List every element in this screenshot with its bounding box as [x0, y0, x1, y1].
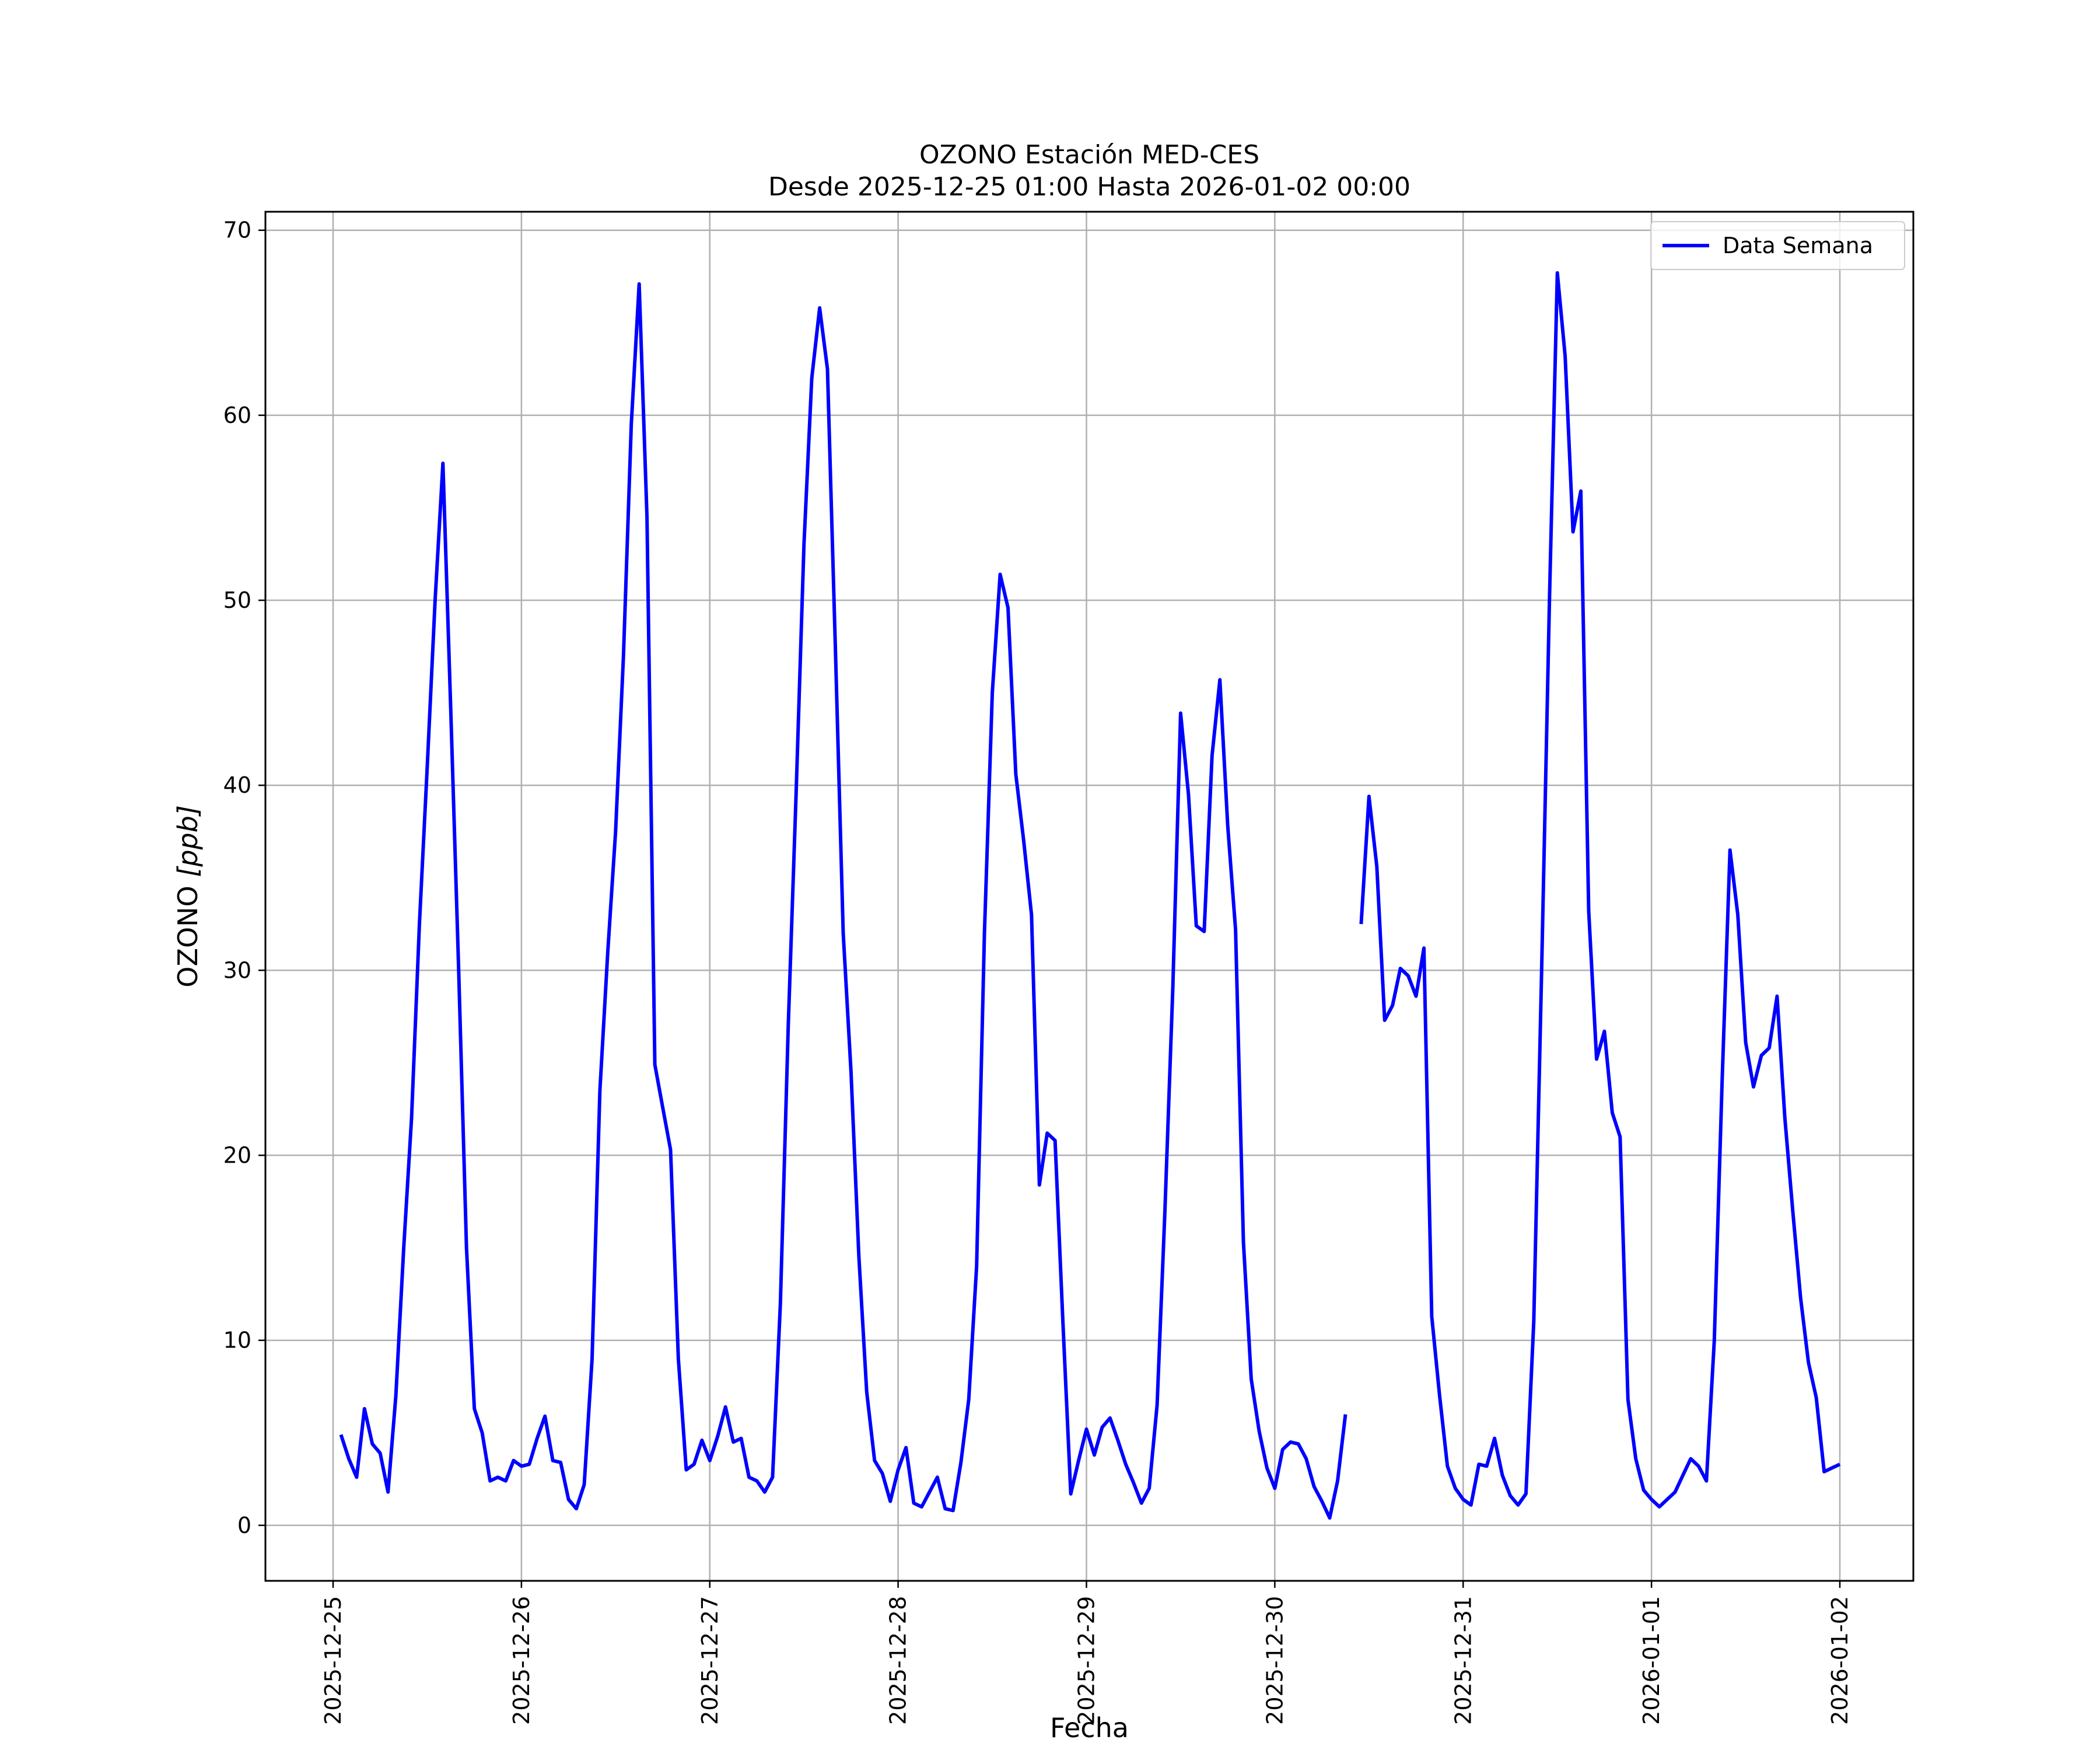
y-axis-label-unit: [ppb]	[172, 805, 204, 877]
y-tick-label: 50	[223, 587, 251, 613]
x-tick-label: 2025-12-26	[509, 1596, 534, 1725]
x-tick-label: 2025-12-31	[1450, 1596, 1476, 1725]
series-line	[1359, 271, 1841, 1509]
x-tick-label: 2025-12-30	[1262, 1596, 1287, 1725]
x-tick-label: 2026-01-01	[1639, 1596, 1664, 1725]
y-tick-label: 0	[237, 1513, 251, 1538]
legend-label: Data Semana	[1723, 233, 1873, 258]
grid	[265, 212, 1913, 1581]
legend: Data Semana	[1650, 221, 1905, 270]
chart-subtitle: Desde 2025-12-25 01:00 Hasta 2026-01-02 …	[768, 172, 1410, 202]
series-line	[339, 282, 1348, 1520]
chart-title: OZONO Estación MED-CES	[919, 140, 1259, 170]
y-tick-label: 60	[223, 402, 251, 428]
y-tick-label: 30	[223, 957, 251, 983]
y-axis-label-main: OZONO	[172, 877, 204, 988]
x-tick-label: 2025-12-25	[320, 1596, 346, 1725]
y-tick-label: 70	[223, 218, 251, 243]
x-tick-label: 2026-01-02	[1827, 1596, 1853, 1725]
x-axis-label: Fecha	[1050, 1712, 1129, 1744]
y-tick-label: 10	[223, 1328, 251, 1353]
x-tick-label: 2025-12-27	[697, 1596, 723, 1725]
legend-box	[1650, 221, 1905, 270]
series-layer	[339, 271, 1841, 1520]
y-tick-label: 20	[223, 1143, 251, 1168]
plot-frame	[264, 211, 1915, 1582]
x-tick-label: 2025-12-28	[886, 1596, 911, 1725]
y-tick-label: 40	[223, 772, 251, 798]
axis-ticks: 0 10 20 30 40 50 60 70 2025-12-25 2025-12-26 2025-…	[223, 218, 1853, 1725]
y-axis-label: OZONO [ppb]	[172, 805, 204, 988]
x-tick-label: 2025-12-29	[1074, 1596, 1100, 1725]
